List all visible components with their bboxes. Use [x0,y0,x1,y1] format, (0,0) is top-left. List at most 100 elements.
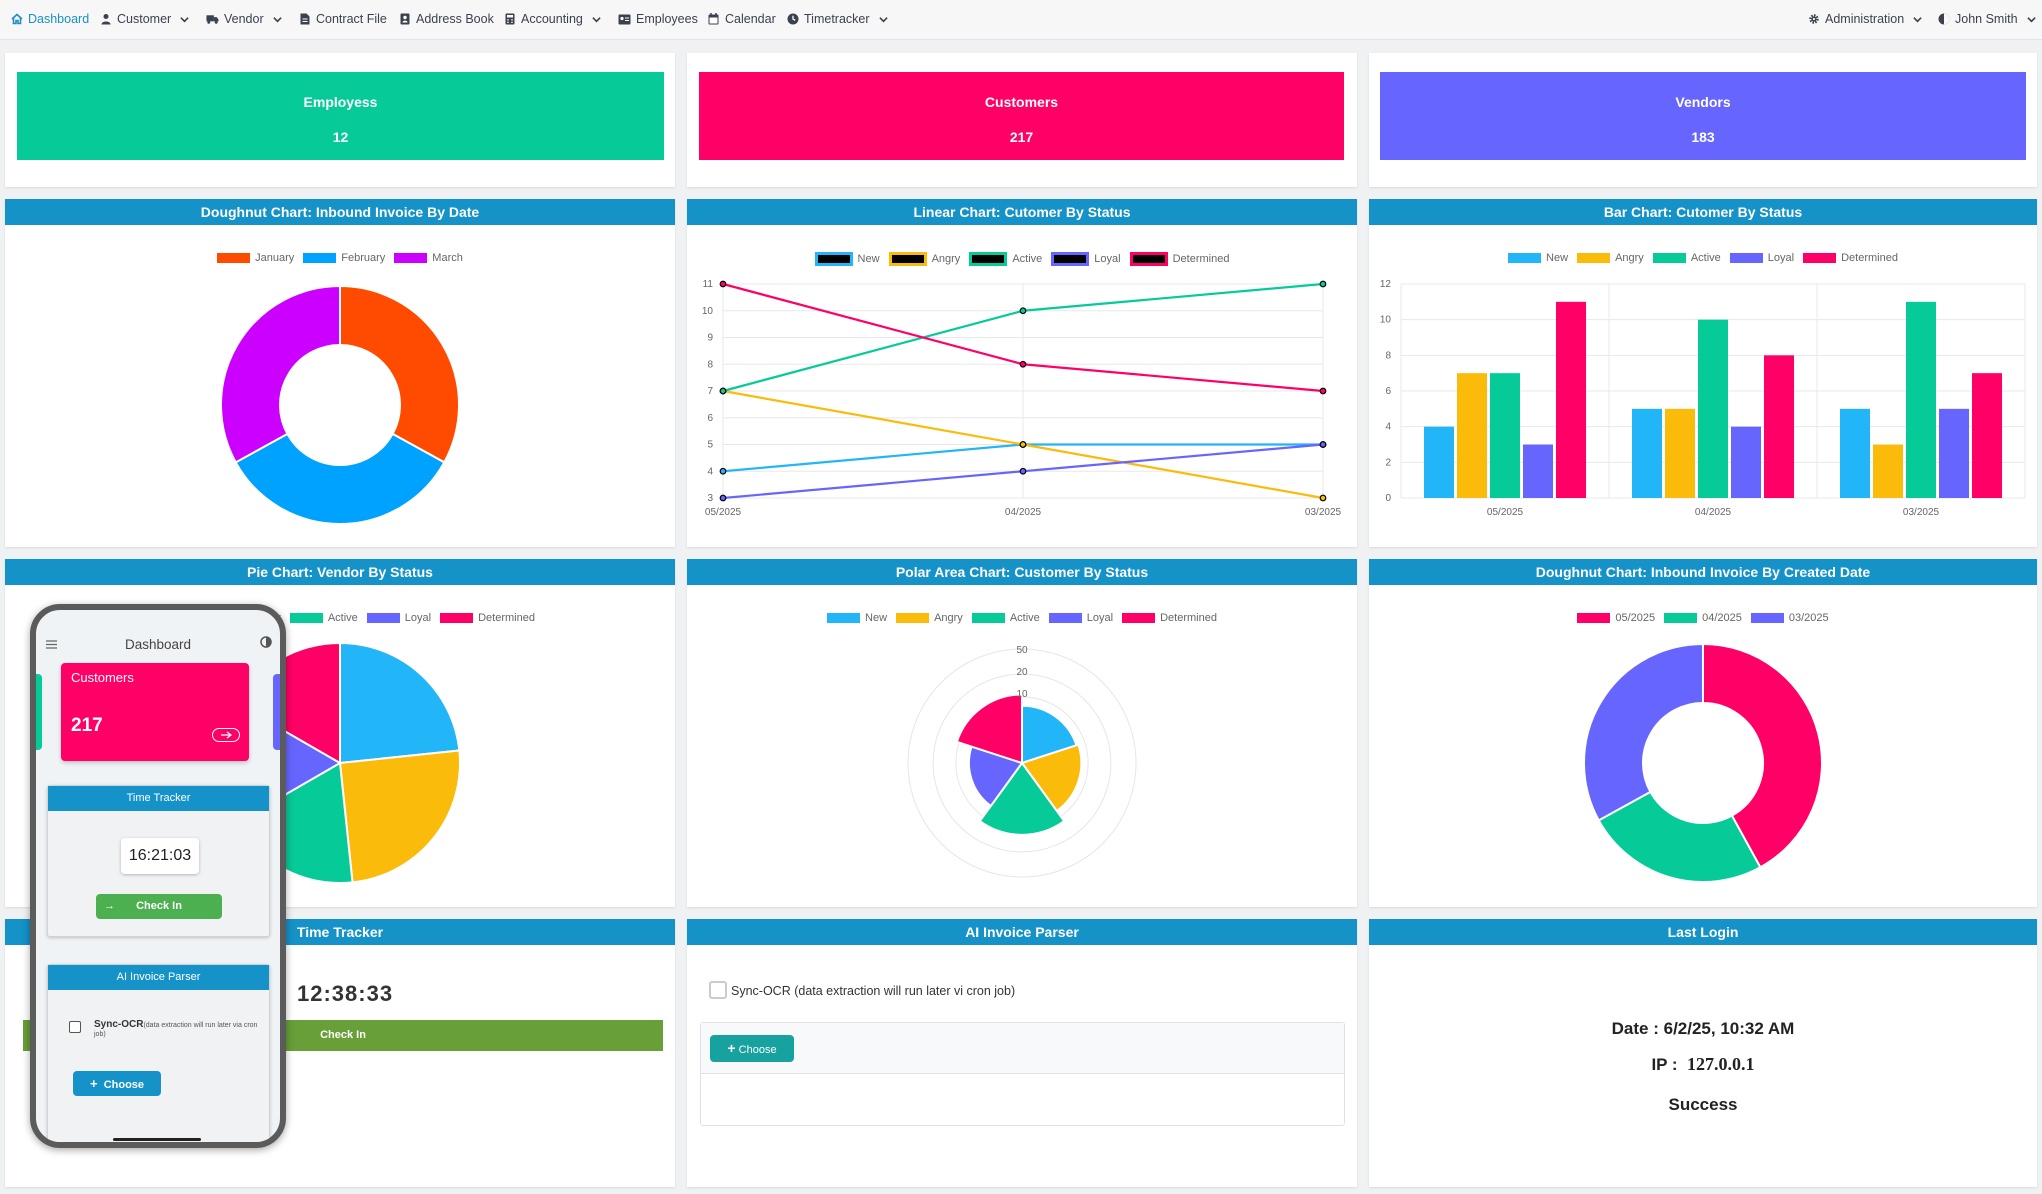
nav-user-menu[interactable]: John Smith [1937,12,2036,26]
legend-item[interactable]: Loyal [1048,612,1113,624]
x-tick-label: 04/2025 [1005,507,1042,518]
bar-angry [1873,444,1903,498]
slice-angry [338,749,461,884]
legend-item[interactable]: January [217,252,294,264]
stat-employees[interactable]: Employess 12 [17,72,664,160]
legend-label: Angry [934,612,963,624]
stat-vendors-value: 183 [1691,129,1715,145]
y-tick-label: 7 [707,386,713,397]
legend-item[interactable]: Active [969,252,1042,266]
legend-label: New [1546,252,1569,264]
legend-item[interactable]: Determined [1122,612,1217,624]
tracker-clock: 12:38:33 [297,981,394,1006]
legend-item[interactable]: March [394,252,463,264]
nav-timetracker[interactable]: Timetracker [786,12,888,26]
x-tick-label: 04/2025 [1695,507,1732,518]
calendar-icon [707,13,720,26]
legend-item[interactable]: Loyal [1051,252,1121,266]
data-point-angry [1019,441,1027,448]
mobile-card-value: 217 [71,715,103,736]
y-tick-label: 12 [1380,279,1392,290]
slice-january [339,284,460,464]
nav-administration-label: Administration [1825,12,1905,26]
legend-swatch [217,253,251,263]
clock-icon [786,13,799,26]
mobile-sync-ocr-label: Sync-OCR(data extraction will run later … [94,1020,259,1039]
hamburger-menu-icon[interactable] [46,636,57,649]
data-point-active [1019,307,1027,315]
line-chart: 3 4 5 6 7 8 9 10 11 05/2025 04/2025 03/2025 [702,279,1342,518]
legend-label: February [341,252,386,264]
legend-item[interactable]: New [814,252,880,266]
legend-item[interactable]: New [1508,252,1568,264]
legend-item[interactable]: Angry [1577,252,1644,264]
mobile-user-icon[interactable] [260,635,272,648]
user-avatar-icon [1937,13,1950,26]
legend-label: Loyal [1767,252,1795,264]
top-navbar: Dashboard Customer Vendor Contract File … [0,0,2042,40]
nav-customer[interactable]: Customer [99,12,189,26]
data-point-loyal [1019,467,1027,475]
choose-file-button[interactable]: + Choose [710,1035,794,1062]
legend-item[interactable]: Loyal [1729,252,1795,264]
mobile-sync-ocr-rest: (data extraction will run later via cron… [94,1022,258,1038]
legend-item[interactable]: 05/2025 [1577,612,1655,624]
bar-new [1632,408,1662,498]
legend-item[interactable]: Loyal [366,612,431,624]
data-point-active [1319,280,1327,288]
legend-item[interactable]: Angry [896,612,963,624]
nav-dashboard[interactable]: Dashboard [10,12,89,26]
nav-customer-label: Customer [117,12,172,26]
nav-vendor[interactable]: Vendor [206,12,282,26]
bar-angry [1665,408,1695,498]
mobile-sync-ocr-checkbox[interactable] [69,1021,81,1033]
legend-item[interactable]: Determined [1129,252,1229,266]
legend-item[interactable]: New [827,612,887,624]
mobile-customers-card[interactable]: Customers 217 [61,663,249,761]
legend-label: Active [327,612,358,624]
legend-swatch [814,252,853,266]
nav-address-book[interactable]: Address Book [398,12,494,26]
last-login-status: Success [1668,1095,1738,1114]
legend-swatch [1750,613,1784,623]
data-point-active [719,387,727,395]
bar-loyal [1731,426,1761,498]
legend-item[interactable]: February [303,252,385,264]
card-title: Pie Chart: Vendor By Status [5,559,675,585]
card-title: Polar Area Chart: Customer By Status [687,559,1357,585]
nav-employees[interactable]: Employees [618,12,698,26]
legend-item[interactable]: 04/2025 [1664,612,1742,624]
chevron-down-icon [878,16,888,22]
legend-label: Active [1012,253,1043,265]
bar-determined [1556,301,1586,498]
arrow-right-icon[interactable] [212,728,240,742]
legend-item[interactable]: Determined [440,612,535,624]
chevron-down-icon [272,16,282,22]
mobile-check-in-label: Check In [136,900,182,912]
plus-icon: + [727,1040,736,1056]
legend-item[interactable]: Active [289,612,358,624]
legend-item[interactable]: Active [1652,252,1721,264]
nav-contract-file[interactable]: Contract File [298,12,387,26]
mobile-choose-button[interactable]: + Choose [73,1071,161,1096]
data-point-determined [1019,360,1027,368]
nav-accounting-label: Accounting [521,12,583,26]
x-tick-label: 03/2025 [1903,507,1940,518]
chart-legend: New Angry Active Loyal Determined [687,612,1357,624]
legend-item[interactable]: 03/2025 [1750,612,1829,624]
address-book-icon [398,13,411,26]
nav-administration[interactable]: Administration [1807,12,1922,26]
legend-item[interactable]: Determined [1803,252,1898,264]
legend-item[interactable]: Active [971,612,1040,624]
bar-new [1424,426,1454,498]
y-tick-label: 0 [1385,493,1391,504]
sync-ocr-checkbox[interactable] [709,981,727,999]
doughnut-chart [220,284,460,525]
stat-customers[interactable]: Customers 217 [699,72,1344,160]
legend-item[interactable]: Angry [888,252,960,266]
slice-march [220,284,341,464]
mobile-check-in-button[interactable]: → Check In [96,894,222,919]
nav-accounting[interactable]: Accounting [503,12,601,26]
nav-calendar[interactable]: Calendar [707,12,776,26]
stat-vendors[interactable]: Vendors 183 [1380,72,2026,160]
